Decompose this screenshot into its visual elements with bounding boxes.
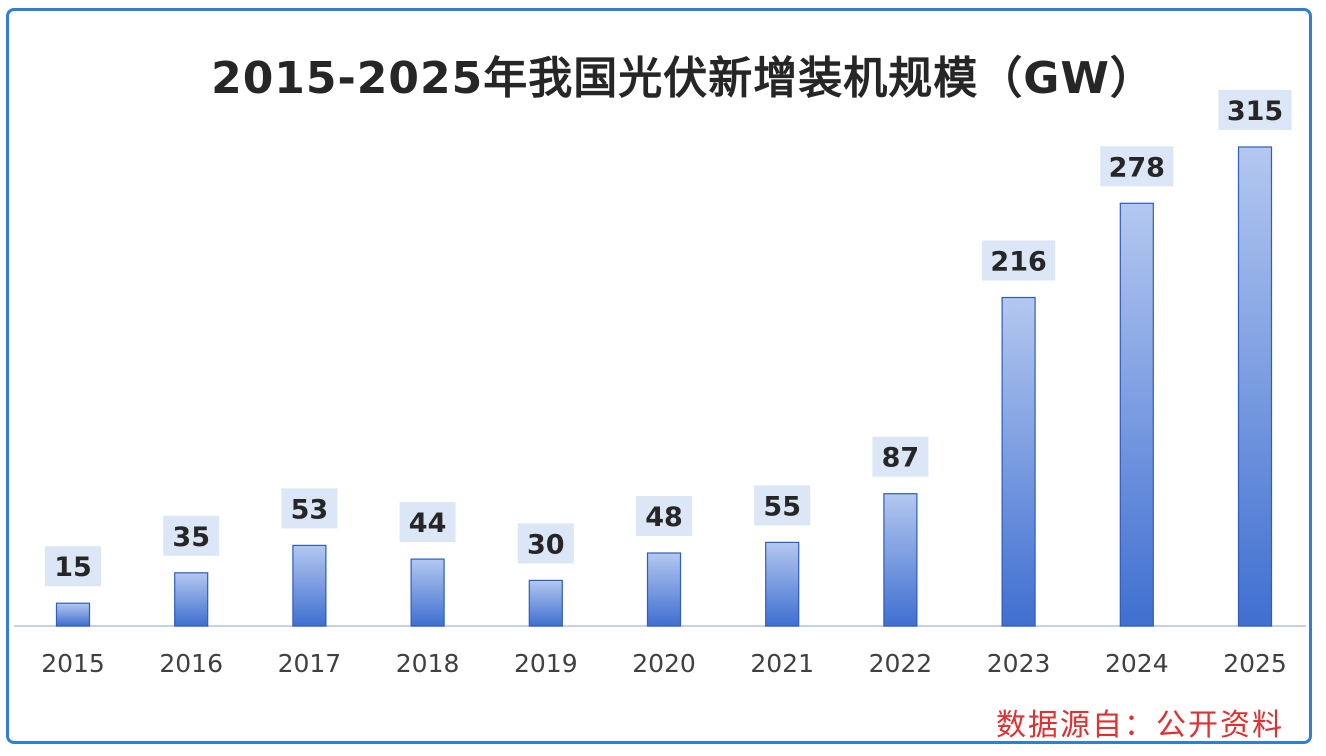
value-label-2025: 315 [1227,96,1283,127]
bar-2022 [883,493,918,627]
value-label-bg-2024 [1100,146,1174,187]
x-tick-label-2019: 2019 [514,649,578,678]
x-tick-label-2018: 2018 [396,649,460,678]
chart-title: 2015-2025年我国光伏新增装机规模（GW） [211,53,1155,104]
x-tick-label-2021: 2021 [750,649,814,678]
bar-2018 [410,558,445,627]
value-label-2019: 30 [527,529,565,560]
source-note: 数据源自：公开资料 [996,708,1284,743]
bar-2016 [174,572,209,627]
bar-2021 [765,541,800,627]
value-label-bg-2021 [754,485,811,526]
bar-2019 [528,579,563,627]
value-label-2017: 53 [291,494,329,525]
x-tick-label-2024: 2024 [1105,649,1169,678]
value-label-2018: 44 [409,508,447,539]
value-label-2021: 55 [763,491,801,522]
value-label-bg-2022 [872,436,929,477]
x-tick-label-2020: 2020 [632,649,696,678]
value-label-bg-2016 [163,515,220,556]
value-label-bg-2017 [281,488,338,529]
value-label-2015: 15 [54,552,92,583]
bar-2020 [646,552,682,627]
value-label-bg-2018 [399,502,456,543]
value-label-bg-2015 [45,546,101,587]
value-label-bg-2025 [1218,90,1292,130]
bar-2024 [1119,202,1154,627]
value-label-2022: 87 [882,443,920,474]
value-label-2024: 278 [1109,152,1165,183]
bar-2015 [55,602,91,627]
x-tick-label-2025: 2025 [1223,649,1287,678]
bar-2023 [1001,296,1036,627]
bar-2017 [292,544,327,627]
x-tick-label-2017: 2017 [278,649,342,678]
x-tick-label-2023: 2023 [987,649,1051,678]
bar-2025 [1237,146,1273,627]
x-tick-label-2022: 2022 [869,649,933,678]
value-label-bg-2023 [982,240,1056,281]
value-label-2016: 35 [172,522,210,553]
value-label-2020: 48 [645,502,683,533]
value-label-bg-2019 [517,523,574,564]
x-tick-label-2015: 2015 [41,649,105,678]
value-label-2023: 216 [990,247,1046,278]
value-label-bg-2020 [636,496,692,536]
x-tick-label-2016: 2016 [159,649,223,678]
